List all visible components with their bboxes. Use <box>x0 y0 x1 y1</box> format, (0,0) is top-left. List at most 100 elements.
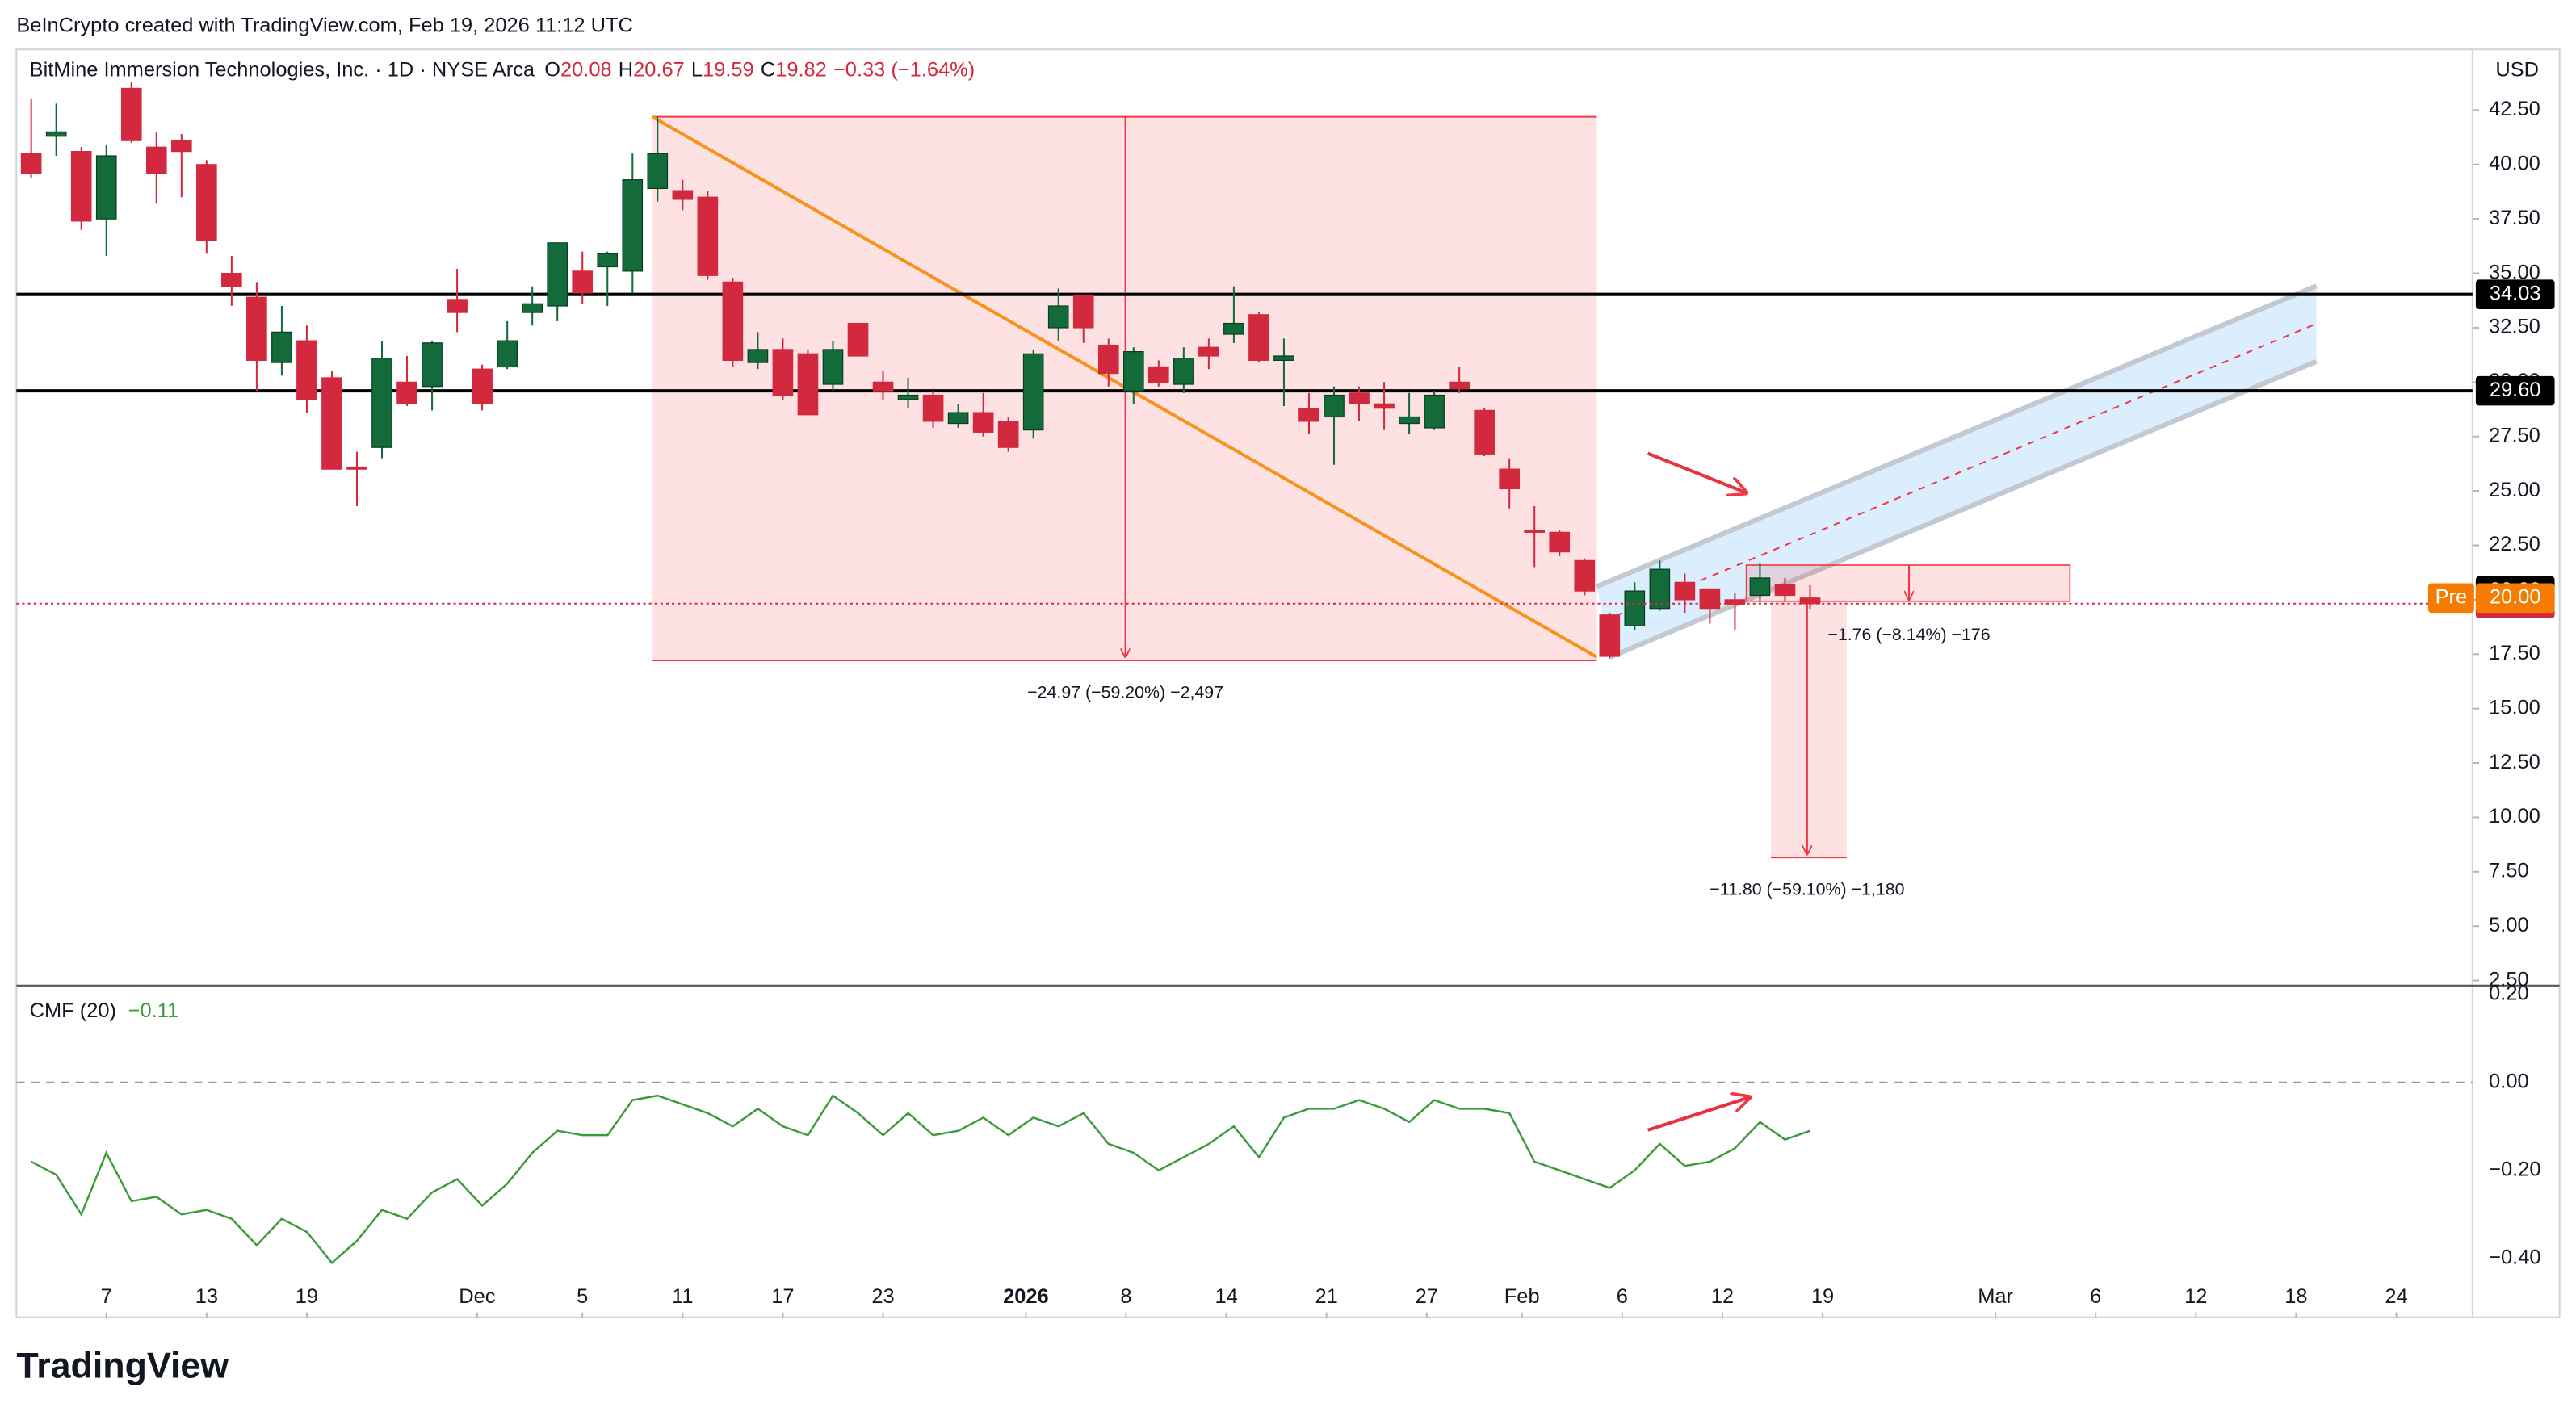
candle-body <box>1599 614 1621 657</box>
candle-body <box>597 253 619 268</box>
chart-frame <box>15 48 2561 1318</box>
y-tick-label: 12.50 <box>2489 751 2540 773</box>
candle-body <box>396 381 417 404</box>
badge-tag <box>2427 583 2474 614</box>
candle-body <box>1047 305 1069 329</box>
logo: TradingView <box>16 1346 229 1386</box>
candle-body <box>120 87 142 141</box>
y-tick-label: 15.00 <box>2489 696 2540 718</box>
candle-body <box>1198 346 1219 357</box>
candle-body <box>321 377 342 470</box>
candle-body <box>1449 381 1470 390</box>
candle-body <box>1022 353 1044 431</box>
candle-body <box>1298 408 1319 422</box>
channel-edge <box>1596 283 2318 589</box>
x-tick-label: 12 <box>1711 1285 1734 1308</box>
y-tick-label: 32.50 <box>2489 316 2540 338</box>
indicator-tick-label: 0.20 <box>2489 982 2528 1004</box>
candle-body <box>1148 366 1169 383</box>
y-tick-label: 2.50 <box>2489 968 2528 991</box>
candle-body <box>1324 394 1345 418</box>
y-tick-label: 37.50 <box>2489 207 2540 229</box>
attribution: BeInCrypto created with TradingView.com,… <box>16 14 633 36</box>
legend-key: O <box>544 58 560 81</box>
candle-body <box>1799 597 1821 605</box>
candle-body <box>170 140 192 153</box>
candle-body <box>1524 530 1546 533</box>
candle-body <box>1424 394 1445 429</box>
y-tick-label: 5.00 <box>2489 914 2528 936</box>
y-tick-label: 17.50 <box>2489 642 2540 664</box>
candle-body <box>747 349 769 363</box>
candle-body <box>722 281 744 361</box>
y-tick-label: 27.50 <box>2489 424 2540 446</box>
candle-body <box>1474 409 1495 455</box>
x-tick-label: 24 <box>2385 1285 2407 1308</box>
candle-body <box>221 272 242 287</box>
candle-body <box>947 412 969 425</box>
x-tick-label: 14 <box>1215 1285 1237 1308</box>
candle-body <box>1774 584 1796 597</box>
candle-body <box>972 412 994 433</box>
candle-body <box>622 179 644 272</box>
price-badge-label: 20.00 <box>2490 586 2541 609</box>
candle-body <box>1549 531 1571 553</box>
candle-body <box>447 299 468 313</box>
chart-header: BitMine Immersion Technologies, Inc. · 1… <box>30 58 975 81</box>
candles <box>20 82 1821 659</box>
candle-body <box>145 146 167 174</box>
indicator-tick-label: 0.00 <box>2489 1070 2528 1092</box>
channel-fill <box>1596 286 2317 657</box>
x-tick-label: 2026 <box>1003 1285 1049 1308</box>
candle-body <box>1223 322 1244 335</box>
y-tick-label: 25.00 <box>2489 479 2540 501</box>
candle-body <box>847 322 869 357</box>
candle-body <box>1699 588 1721 610</box>
candle-body <box>1374 403 1395 409</box>
legend-key: L <box>691 58 703 81</box>
y-tick-label: 22.50 <box>2489 533 2540 555</box>
y-tick-label: 42.50 <box>2489 98 2540 120</box>
measure-label: −11.80 (−59.10%) −1,180 <box>1710 879 1904 899</box>
red-arrow <box>1647 1097 1750 1132</box>
candle-body <box>647 153 669 190</box>
x-tick-label: 21 <box>1315 1285 1338 1308</box>
x-tick-label: Feb <box>1504 1285 1540 1308</box>
candle-body <box>346 466 367 470</box>
x-tick-label: 6 <box>2090 1285 2101 1308</box>
legend-value: 20.67 <box>633 58 685 81</box>
change: −0.33 (−1.64%) <box>833 58 975 81</box>
x-tick-label: 12 <box>2184 1285 2207 1308</box>
candle-body <box>547 242 568 307</box>
candle-body <box>1574 559 1596 592</box>
x-tick-label: 27 <box>1416 1285 1438 1308</box>
level-label: 29.60 <box>2490 379 2541 401</box>
channel-midline <box>1603 323 2317 622</box>
price-badge <box>2475 583 2555 614</box>
x-tick-label: Mar <box>1978 1285 2013 1308</box>
candle-body <box>672 190 694 200</box>
candle-body <box>95 155 117 220</box>
badge-tag-label: Pre <box>2435 586 2468 609</box>
indicator-line <box>31 1094 1810 1264</box>
candle-body <box>1273 355 1294 361</box>
candle-body <box>1649 568 1671 610</box>
candle-body <box>1248 314 1269 361</box>
candle-body <box>1072 294 1094 329</box>
x-tick-label: 17 <box>771 1285 794 1308</box>
candle-body <box>497 340 518 368</box>
candle-body <box>1122 350 1144 392</box>
candle-body <box>1499 468 1521 490</box>
x-tick-label: 7 <box>101 1285 112 1308</box>
candle-body <box>45 131 67 137</box>
indicator-name: CMF (20) <box>30 999 116 1022</box>
candle-body <box>822 349 844 385</box>
candle-body <box>1624 590 1646 626</box>
legend-key: C <box>761 58 775 81</box>
candle-body <box>1749 577 1771 597</box>
legend-value: 19.82 <box>775 58 827 81</box>
y-tick-label: 7.50 <box>2489 860 2528 882</box>
y-tick-label: 10.00 <box>2489 805 2540 827</box>
